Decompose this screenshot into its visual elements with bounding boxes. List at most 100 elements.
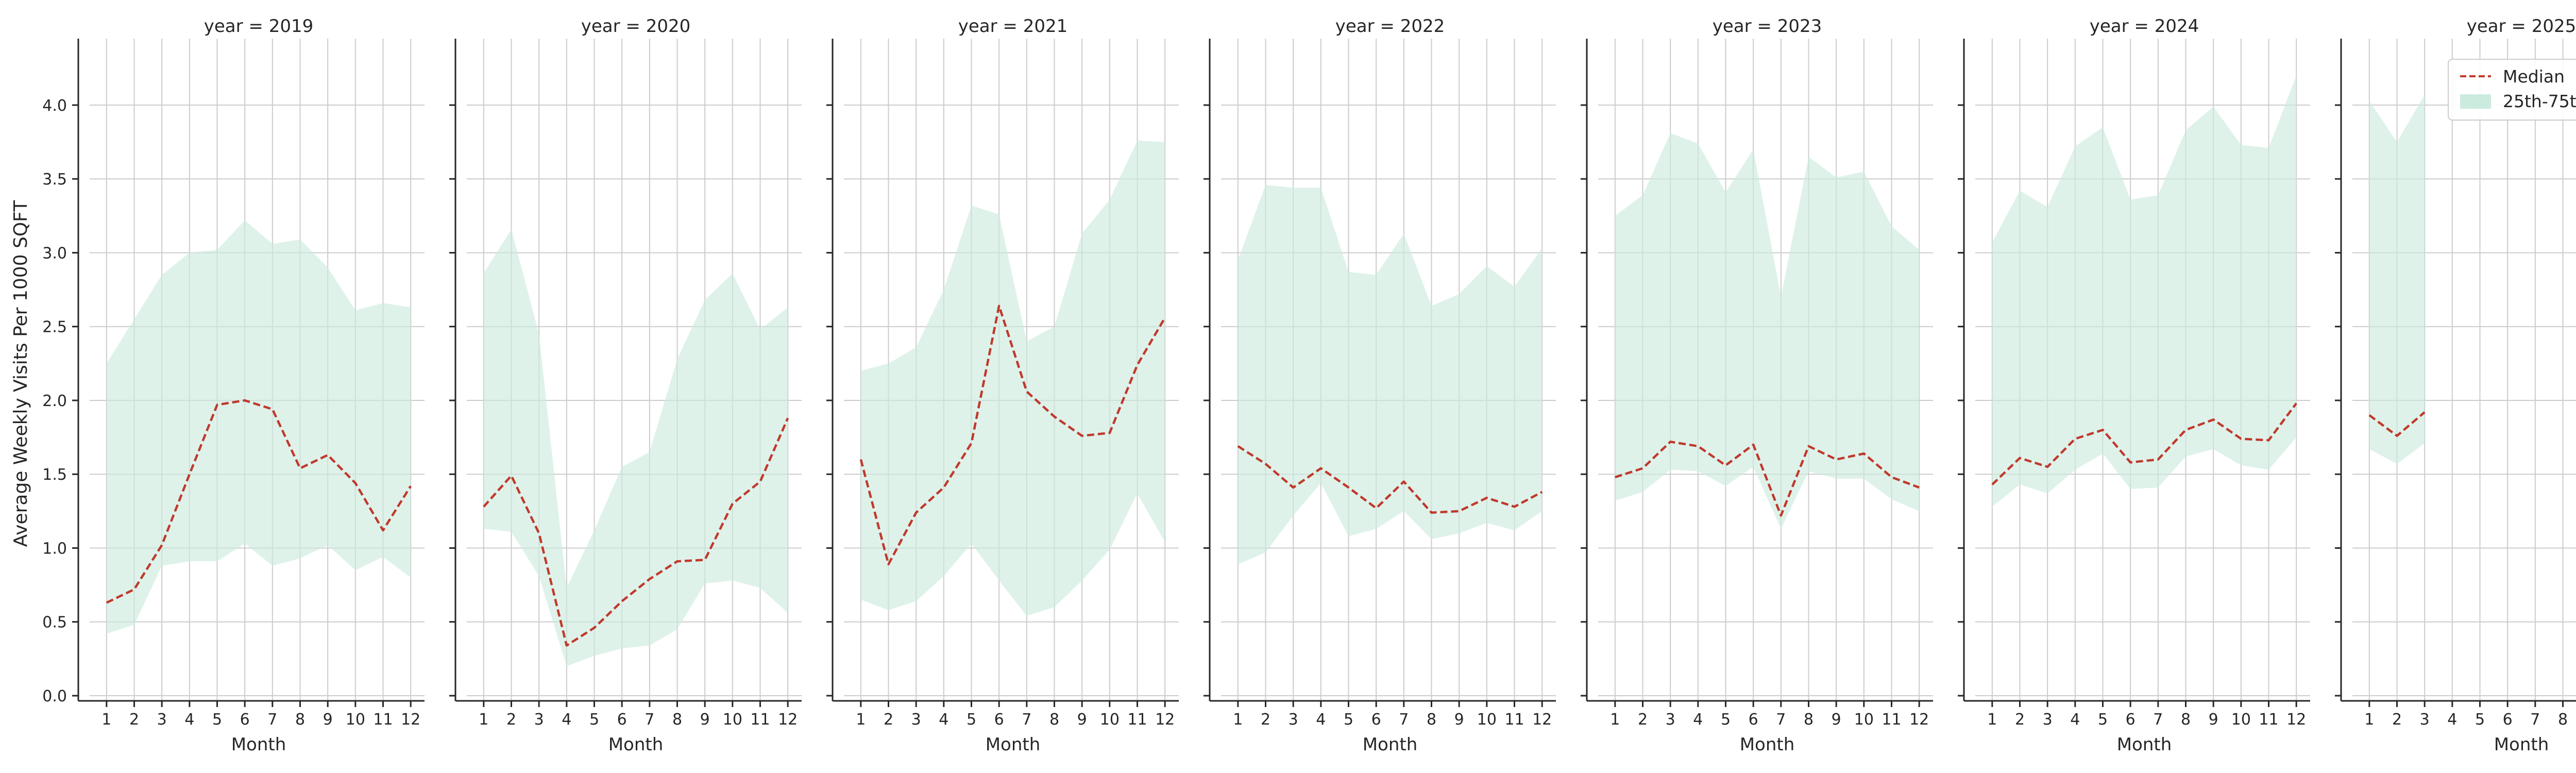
x-tick-label: 6 xyxy=(1371,711,1381,729)
x-tick-label: 4 xyxy=(1693,711,1703,729)
x-tick-label: 6 xyxy=(1749,711,1758,729)
x-tick-label: 9 xyxy=(1832,711,1841,729)
y-tick-label: 1.5 xyxy=(42,466,67,484)
x-tick-label: 1 xyxy=(1987,711,1997,729)
x-tick-label: 5 xyxy=(2098,711,2108,729)
x-tick-label: 10 xyxy=(1854,711,1874,729)
x-tick-label: 5 xyxy=(967,711,976,729)
legend-median-label: Median xyxy=(2503,66,2565,87)
x-tick-label: 3 xyxy=(1666,711,1675,729)
y-tick-label: 3.0 xyxy=(42,244,67,262)
x-tick-label: 8 xyxy=(1427,711,1436,729)
x-tick-label: 12 xyxy=(778,711,798,729)
x-tick-label: 2 xyxy=(506,711,516,729)
x-tick-label: 1 xyxy=(479,711,488,729)
median-line xyxy=(2368,411,2426,437)
legend: Median 25th-75th Percentile xyxy=(2448,59,2576,121)
x-tick-label: 7 xyxy=(1022,711,1031,729)
percentile-band-area xyxy=(1615,133,1920,529)
percentile-band-area xyxy=(860,140,1165,616)
x-tick-label: 3 xyxy=(2420,711,2430,729)
x-tick-label: 8 xyxy=(2181,711,2191,729)
x-tick-label: 6 xyxy=(240,711,250,729)
percentile-band-area xyxy=(106,220,411,634)
x-tick-label: 5 xyxy=(589,711,599,729)
legend-band-label: 25th-75th Percentile xyxy=(2503,91,2576,111)
x-tick-label: 9 xyxy=(2209,711,2218,729)
x-tick-label: 10 xyxy=(346,711,365,729)
legend-band-swatch xyxy=(2460,94,2491,109)
x-axis-label: Month xyxy=(608,734,664,755)
x-tick-label: 12 xyxy=(401,711,420,729)
y-tick-label: 1.0 xyxy=(42,540,67,558)
x-axis-label: Month xyxy=(1363,734,1418,755)
x-tick-label: 11 xyxy=(1127,711,1147,729)
x-tick-label: 6 xyxy=(994,711,1004,729)
x-tick-label: 10 xyxy=(2231,711,2251,729)
x-tick-label: 2 xyxy=(2015,711,2025,729)
x-tick-label: 8 xyxy=(295,711,305,729)
panel-title: year = 2019 xyxy=(204,16,313,37)
panel-title: year = 2023 xyxy=(1713,16,1822,37)
facet-panel: 0.00.51.01.52.02.53.03.54.01 2 3 4 5 6 7 8 9 10 11… xyxy=(42,16,425,755)
percentile-band-area xyxy=(483,229,788,666)
y-tick-label: 2.0 xyxy=(42,392,67,410)
x-tick-label: 11 xyxy=(750,711,770,729)
x-axis-label: Month xyxy=(986,734,1041,755)
median-line xyxy=(1991,402,2297,485)
x-tick-label: 12 xyxy=(2286,711,2306,729)
panel-title: year = 2020 xyxy=(581,16,690,37)
x-tick-label: 10 xyxy=(723,711,742,729)
x-tick-label: 4 xyxy=(562,711,571,729)
x-tick-label: 7 xyxy=(267,711,277,729)
x-tick-label: 10 xyxy=(1100,711,1120,729)
x-tick-label: 1 xyxy=(2364,711,2374,729)
x-tick-label: 3 xyxy=(1289,711,1298,729)
panel-title: year = 2024 xyxy=(2090,16,2199,37)
x-tick-label: 10 xyxy=(1477,711,1497,729)
x-tick-label: 6 xyxy=(2503,711,2513,729)
x-tick-label: 11 xyxy=(1882,711,1901,729)
x-tick-label: 5 xyxy=(1344,711,1353,729)
x-tick-label: 3 xyxy=(2043,711,2053,729)
x-tick-label: 8 xyxy=(1049,711,1059,729)
x-tick-label: 7 xyxy=(2530,711,2540,729)
y-tick-label: 0.5 xyxy=(42,614,67,632)
x-tick-label: 11 xyxy=(373,711,393,729)
x-tick-label: 6 xyxy=(2126,711,2136,729)
y-tick-label: 3.5 xyxy=(42,171,67,189)
panel-title: year = 2022 xyxy=(1335,16,1445,37)
x-tick-label: 2 xyxy=(1261,711,1270,729)
x-tick-label: 12 xyxy=(1532,711,1552,729)
x-tick-label: 7 xyxy=(1776,711,1786,729)
y-tick-label: 0.0 xyxy=(42,687,67,705)
x-axis-label: Month xyxy=(1740,734,1795,755)
median-line xyxy=(1237,445,1543,514)
x-tick-label: 12 xyxy=(1155,711,1175,729)
x-tick-label: 1 xyxy=(1610,711,1620,729)
x-tick-label: 5 xyxy=(1721,711,1731,729)
x-tick-label: 9 xyxy=(700,711,710,729)
x-tick-label: 5 xyxy=(2475,711,2485,729)
x-tick-label: 11 xyxy=(2259,711,2278,729)
percentile-band-area xyxy=(2369,94,2425,464)
median-line xyxy=(859,305,1166,566)
x-tick-label: 3 xyxy=(911,711,921,729)
median-line xyxy=(106,399,412,604)
x-tick-label: 8 xyxy=(1804,711,1814,729)
x-tick-label: 1 xyxy=(101,711,111,729)
x-tick-label: 1 xyxy=(1233,711,1243,729)
x-tick-label: 7 xyxy=(2153,711,2163,729)
percentile-band-area xyxy=(1992,75,2297,507)
x-tick-label: 3 xyxy=(534,711,544,729)
x-tick-label: 4 xyxy=(2447,711,2457,729)
x-tick-label: 12 xyxy=(1909,711,1929,729)
x-tick-label: 7 xyxy=(1399,711,1409,729)
x-tick-label: 4 xyxy=(184,711,194,729)
